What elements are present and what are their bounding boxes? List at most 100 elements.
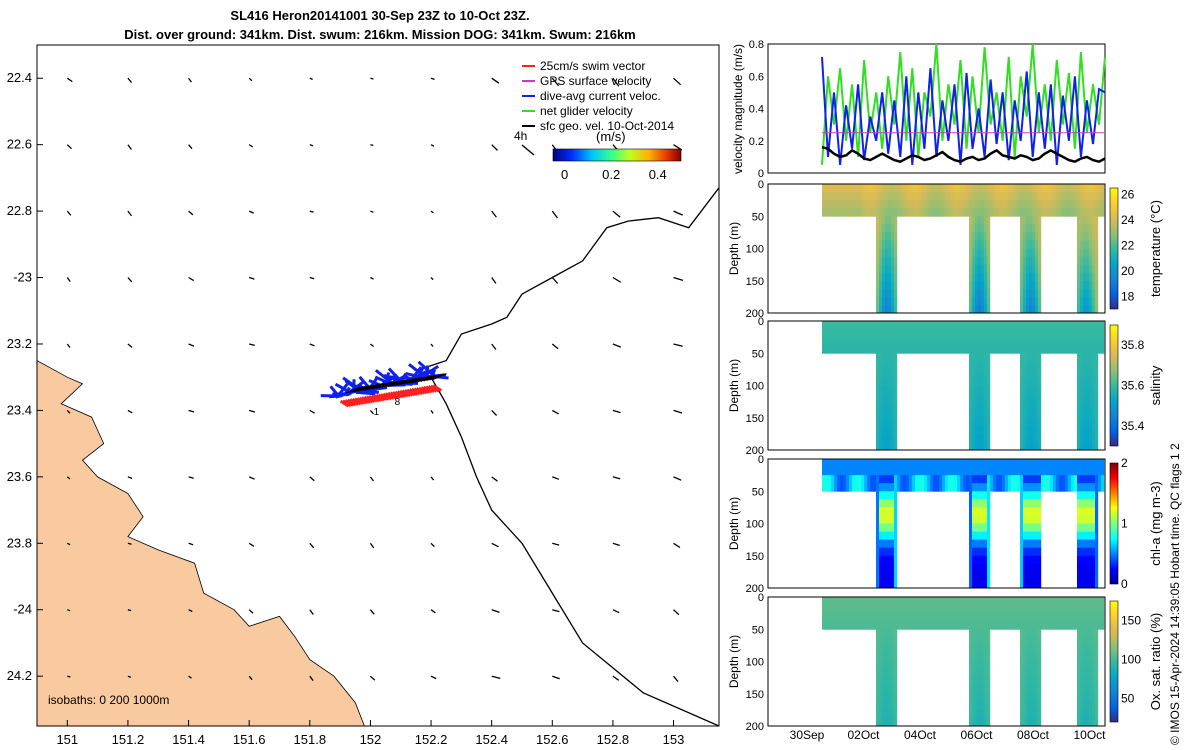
section-cell <box>1026 499 1030 508</box>
section-cell <box>981 579 985 589</box>
section-cell <box>936 184 940 193</box>
section-cell <box>957 208 961 217</box>
section-cell <box>972 613 976 622</box>
section-cell <box>1002 329 1006 338</box>
section-cell <box>894 361 898 370</box>
section-cell <box>888 369 892 378</box>
track-segment <box>408 376 423 384</box>
section-cell <box>915 597 919 606</box>
section-cell <box>1089 571 1093 581</box>
section-cell <box>1032 337 1036 346</box>
section-cell <box>975 523 979 532</box>
sfc-velocity-arrow <box>66 144 72 150</box>
swim-vector <box>358 396 369 405</box>
section-cell <box>1089 661 1093 670</box>
section-cell <box>1083 337 1087 346</box>
section-cell <box>858 483 862 492</box>
section-cell <box>984 597 988 606</box>
section-cell <box>822 605 826 614</box>
section-cell <box>1077 653 1081 662</box>
section-cell <box>1038 661 1042 670</box>
section-cell <box>1092 280 1096 290</box>
section-cell <box>1020 345 1024 354</box>
section-cell <box>1023 717 1027 727</box>
section-cell <box>1029 409 1033 419</box>
section-cell <box>1023 645 1027 654</box>
section-cell <box>1083 329 1087 338</box>
section-cell <box>1065 200 1069 209</box>
map-y-tick-label: 23.4 <box>7 402 32 417</box>
section-cell <box>867 200 871 209</box>
legend-label: net glider velocity <box>540 104 633 118</box>
track-segment <box>360 384 375 392</box>
section-cell <box>852 184 856 193</box>
section-cell <box>1002 192 1006 201</box>
section-cell <box>1092 433 1096 443</box>
section-cell <box>1080 539 1084 549</box>
section-cell <box>969 483 973 492</box>
section-cell <box>885 329 889 338</box>
sfc-velocity-arrow <box>612 77 620 87</box>
section-cell <box>975 288 979 298</box>
section-cell <box>909 467 913 476</box>
section-cell <box>1038 685 1042 695</box>
section-cell <box>894 693 898 703</box>
section-cell <box>885 539 889 549</box>
section-cell <box>990 329 994 338</box>
section-cell <box>1092 515 1096 524</box>
section-cell <box>846 613 850 622</box>
section-cell <box>1038 701 1042 711</box>
section-cell <box>966 345 970 354</box>
section-cell <box>1077 717 1081 727</box>
section-cell <box>891 539 895 549</box>
section-cell <box>885 304 889 314</box>
section-cell <box>888 264 892 274</box>
section-cell <box>990 459 994 468</box>
section-cell <box>1023 539 1027 549</box>
section-cell <box>927 621 931 630</box>
section-cell <box>1086 256 1090 266</box>
section-cell <box>894 288 898 298</box>
section-colorbar-tick-label: 150 <box>1121 614 1141 628</box>
section-cell <box>867 605 871 614</box>
section-cell <box>1023 677 1027 687</box>
section-cell <box>888 184 892 193</box>
section-cell <box>975 321 979 330</box>
section-cell <box>960 337 964 346</box>
section-cell <box>1023 669 1027 679</box>
section-cell <box>1092 353 1096 362</box>
section-cell <box>1017 467 1021 476</box>
section-cell <box>921 192 925 201</box>
section-cell <box>921 329 925 338</box>
section-cell <box>1026 571 1030 581</box>
section-cell <box>1068 337 1072 346</box>
section-cell <box>834 605 838 614</box>
coastline-land <box>37 360 365 726</box>
section-cell <box>837 200 841 209</box>
section-cell <box>1026 329 1030 338</box>
section-cell <box>1020 184 1024 193</box>
section-cell <box>987 669 991 679</box>
section-cell <box>885 709 889 719</box>
section-cell <box>1092 491 1096 500</box>
section-cell <box>975 433 979 443</box>
section-cell <box>948 321 952 330</box>
section-cell <box>1101 192 1105 201</box>
section-cell <box>885 337 889 346</box>
section-cell <box>975 605 979 614</box>
map-x-tick-label: 152.8 <box>597 732 630 747</box>
section-cell <box>1080 296 1084 306</box>
section-cell <box>1080 208 1084 217</box>
section-cell <box>1095 409 1099 419</box>
section-cell <box>981 531 985 541</box>
section-cell <box>858 597 862 606</box>
section-cell <box>1038 280 1042 290</box>
section-cell <box>894 507 898 516</box>
section-cell <box>987 264 991 274</box>
section-cell <box>981 409 985 419</box>
section-cell <box>918 597 922 606</box>
section-cell <box>972 240 976 249</box>
section-cell <box>1059 475 1063 484</box>
section-cell <box>1077 613 1081 622</box>
section-cell <box>1020 256 1024 266</box>
